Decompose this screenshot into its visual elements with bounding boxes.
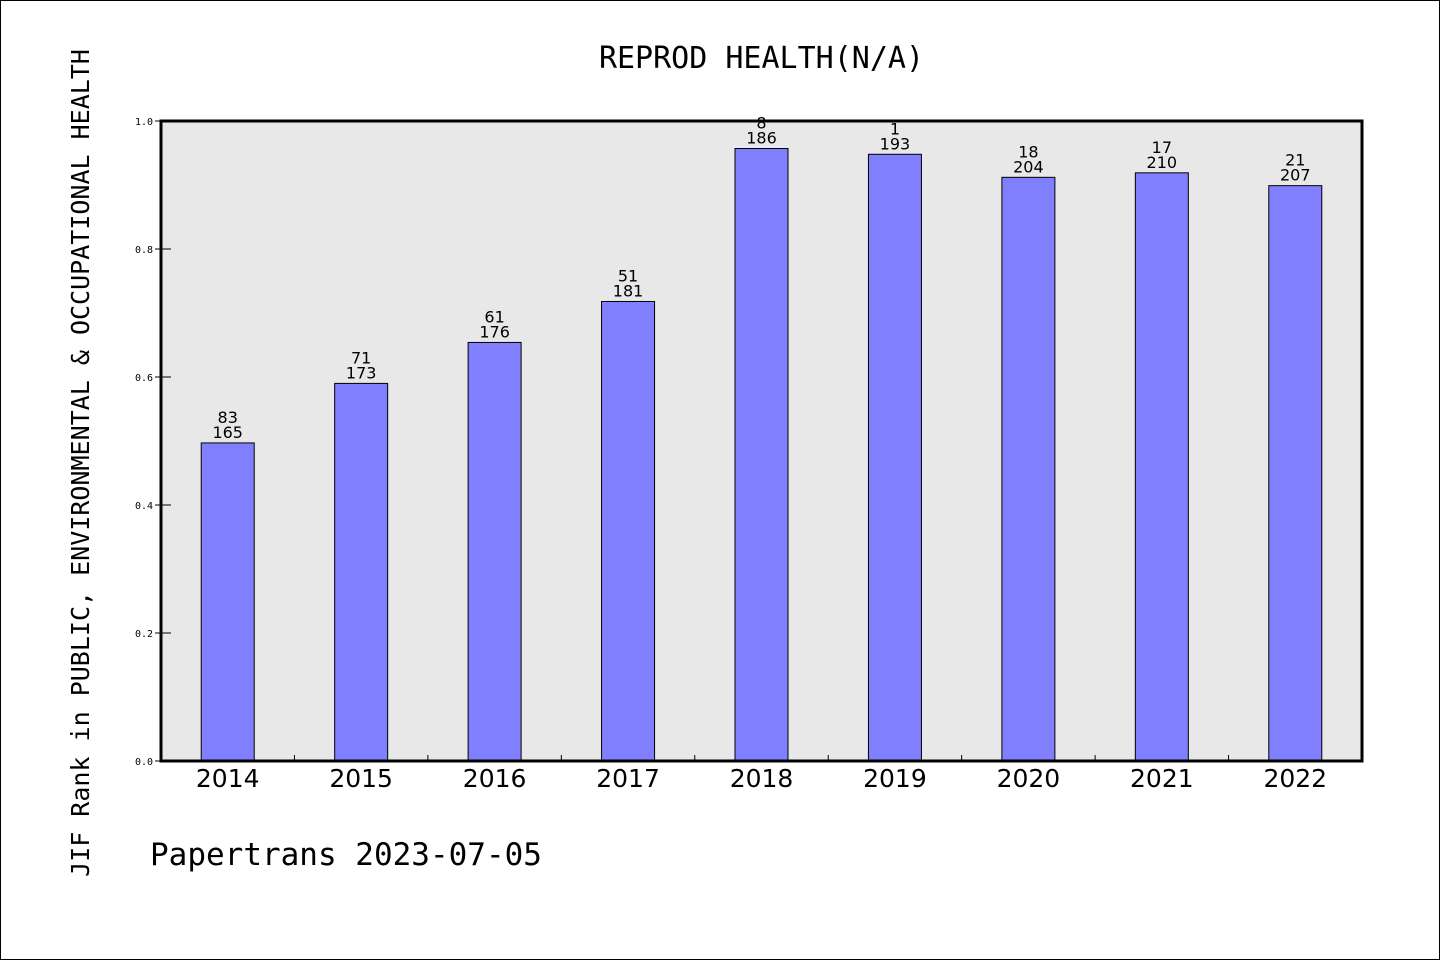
x-tick-label-2022: 2022 <box>1263 764 1327 793</box>
x-tick-label-2019: 2019 <box>863 764 927 793</box>
axis-layer: 0.0 0.2 0.4 0.6 0.8 1.0 2014 2015 2016 2017 2018 20… <box>135 117 1327 793</box>
x-tick-label-2018: 2018 <box>730 764 794 793</box>
y-tick-label-0.0: 0.0 <box>135 757 153 768</box>
x-tick-label-2021: 2021 <box>1130 764 1194 793</box>
bar-rank-label-2020: 18 <box>1018 142 1038 161</box>
bars-layer <box>200 148 1323 762</box>
bar-total-label-2016: 176 <box>479 322 510 341</box>
bar-total-label-2020: 204 <box>1013 157 1044 176</box>
bar-rank-label-2019: 1 <box>890 119 900 138</box>
bar-rank-label-2021: 17 <box>1152 138 1172 157</box>
bar-total-label-2018: 186 <box>746 129 777 148</box>
x-tick-label-2015: 2015 <box>329 764 393 793</box>
y-tick-label-0.2: 0.2 <box>135 629 153 640</box>
bar-2017 <box>601 300 656 762</box>
y-axis-label: JIF Rank in PUBLIC, ENVIRONMENTAL & OCCU… <box>66 49 95 877</box>
x-tick-label-2017: 2017 <box>596 764 660 793</box>
chart-title: REPROD HEALTH(N/A) <box>599 41 924 76</box>
bar-total-label-2014: 165 <box>212 423 243 442</box>
x-tick-label-2020: 2020 <box>997 764 1061 793</box>
bar-rank-label-2015: 71 <box>351 348 371 367</box>
bar-2018 <box>734 148 789 762</box>
y-tick-label-0.6: 0.6 <box>135 373 153 384</box>
bar-rank-label-2016: 61 <box>484 307 504 326</box>
bar-total-label-2017: 181 <box>613 281 644 300</box>
bar-rank-label-2022: 21 <box>1285 151 1305 170</box>
bar-total-label-2022: 207 <box>1280 166 1311 185</box>
bar-2020 <box>1001 176 1056 762</box>
bar-rank-label-2014: 83 <box>218 408 238 427</box>
plot-frame <box>159 119 1364 763</box>
bar-2019 <box>867 153 922 762</box>
bar-rank-label-2017: 51 <box>618 266 638 285</box>
y-tick-label-0.4: 0.4 <box>135 501 153 512</box>
bar-2014 <box>200 442 255 762</box>
bar-total-label-2015: 173 <box>346 363 377 382</box>
bar-2021 <box>1134 172 1189 762</box>
x-tick-label-2016: 2016 <box>463 764 527 793</box>
bar-2015 <box>334 382 389 762</box>
bar-total-label-2019: 193 <box>880 134 911 153</box>
bar-2022 <box>1268 185 1323 762</box>
bar-2016 <box>467 341 522 762</box>
bar-rank-label-2018: 8 <box>756 114 766 133</box>
bar-total-label-2021: 210 <box>1147 153 1178 172</box>
x-tick-label-2014: 2014 <box>196 764 260 793</box>
footer-signature: Papertrans 2023-07-05 <box>150 837 542 873</box>
y-tick-label-1.0: 1.0 <box>135 117 153 128</box>
y-tick-label-0.8: 0.8 <box>135 245 153 256</box>
